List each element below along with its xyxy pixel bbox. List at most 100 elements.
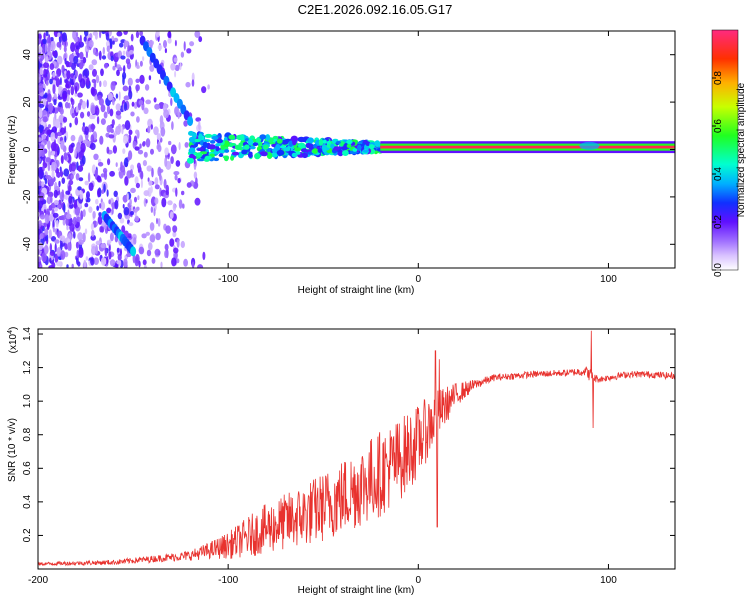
spectrogram-speckle [59, 235, 66, 242]
snr-y-tick-label: 0.6 [22, 461, 33, 475]
spectrogram-speckle [49, 215, 53, 222]
spectrogram-speckle [62, 92, 67, 102]
spectrogram-speckle [74, 206, 81, 216]
spectrogram-speckle [173, 171, 180, 176]
spectrogram-speckle [101, 189, 105, 195]
spectrogram-speckle [53, 31, 59, 38]
spectrogram-speckle [153, 208, 156, 217]
spectrogram-speckle [38, 137, 43, 142]
spectrogram-speckle [124, 40, 129, 45]
spectrogram-speckle [43, 62, 50, 69]
spectrogram-speckle [80, 210, 84, 220]
spectrogram-speckle [134, 256, 139, 267]
spectrogram-speckle [103, 111, 108, 119]
spectrogram-speckle [59, 77, 62, 86]
spectrogram-speckle [167, 200, 173, 206]
spectrogram-speckle [97, 215, 103, 225]
spectrogram-band-cell [332, 146, 341, 151]
spectrogram-speckle [198, 120, 201, 131]
spectrogram-speckle [161, 197, 167, 208]
spectrogram-band-cell [318, 138, 324, 146]
spectrogram-speckle [122, 85, 129, 92]
spectrogram-speckle [150, 186, 153, 194]
spectrogram-speckle [50, 132, 56, 142]
spectrogram-speckle [52, 50, 58, 57]
spectrogram-speckle [53, 199, 59, 206]
spectrogram-speckle [70, 174, 74, 180]
spectrogram-speckle [154, 184, 160, 190]
spectrogram-speckle [126, 252, 132, 258]
spectrogram-speckle [109, 38, 113, 48]
spectrogram-speckle [67, 242, 72, 251]
spectrogram-speckle [75, 216, 82, 223]
spectrogram-speckle [79, 51, 84, 60]
spectrogram-speckle [114, 61, 117, 68]
spectrogram-speckle [157, 144, 162, 153]
spectrogram-band-cell [365, 141, 371, 146]
snr-y-tick-label: 1.2 [22, 360, 33, 374]
spectrogram-speckle [139, 74, 145, 84]
spectrogram-speckle [65, 219, 69, 226]
spectrogram-speckle [73, 74, 76, 84]
spectrogram-band-cell [276, 149, 285, 156]
spectrogram-speckle [128, 222, 134, 227]
spectrogram-speckle [127, 44, 131, 52]
spectrogram-speckle [164, 48, 167, 54]
spectrogram-speckle [164, 147, 169, 156]
spectrogram-speckle [38, 95, 42, 103]
spectrogram-speckle [55, 220, 59, 228]
spectrogram-speckle [102, 80, 108, 88]
spectrogram-speckle [49, 78, 53, 85]
spectrogram-speckle [126, 192, 129, 202]
spectrogram-band-cell [294, 147, 302, 152]
spectrogram-y-tick-label: 20 [22, 96, 33, 108]
spectrogram-speckle [123, 102, 128, 112]
spectrogram-band-cell [305, 142, 313, 149]
spectrogram-speckle [42, 38, 47, 45]
spectrogram-speckle [61, 189, 64, 198]
spectrogram-speckle [107, 92, 113, 101]
spectrogram-speckle [70, 42, 76, 53]
spectrogram-speckle [97, 188, 101, 198]
spectrogram-speckle [154, 248, 161, 256]
spectrogram-band-cell [211, 135, 219, 140]
carrier-spot [579, 141, 600, 150]
spectrogram-speckle [201, 86, 207, 94]
spectrogram-speckle [116, 31, 123, 37]
spectrogram-speckle [112, 145, 117, 154]
spectrogram-band-cell [263, 144, 269, 150]
spectrogram-speckle [49, 257, 52, 264]
spectrogram-speckle [163, 109, 170, 119]
spectrogram-speckle [108, 251, 112, 260]
spectrogram-band-cell [275, 144, 281, 151]
spectrogram-speckle [47, 191, 54, 198]
spectrogram-speckle [122, 204, 125, 209]
spectrogram-speckle [150, 206, 154, 213]
spectrogram-speckle [90, 257, 95, 266]
snr-y-label: SNR (10 * v/v) [7, 418, 18, 482]
spectrogram-speckle [60, 155, 64, 164]
spectrogram-speckle [207, 84, 210, 90]
colorbar-tick-label: 0.8 [713, 71, 724, 85]
spectrogram-speckle [197, 264, 204, 268]
spectrogram-speckle [169, 211, 174, 219]
spectrogram-speckle [61, 32, 67, 42]
spectrogram-speckle [99, 226, 103, 233]
spectrogram-speckle [130, 33, 134, 42]
spectrogram-speckle [66, 225, 69, 231]
spectrogram-speckle [157, 44, 163, 51]
spectrogram-speckle [135, 31, 140, 39]
spectrogram-speckle [47, 93, 52, 103]
spectrogram-speckle [78, 41, 84, 48]
spectrogram-speckle [75, 241, 79, 249]
spectrogram-speckle [148, 242, 153, 251]
spectrogram-speckle [71, 62, 76, 70]
spectrogram-speckle [43, 245, 49, 255]
spectrogram-speckle [54, 118, 60, 129]
spectrogram-band-cell [186, 157, 194, 164]
spectrogram-speckle [64, 58, 67, 65]
spectrogram-band-cell [276, 138, 283, 144]
spectrogram-speckle [75, 70, 78, 78]
spectrogram-speckle [71, 263, 74, 268]
